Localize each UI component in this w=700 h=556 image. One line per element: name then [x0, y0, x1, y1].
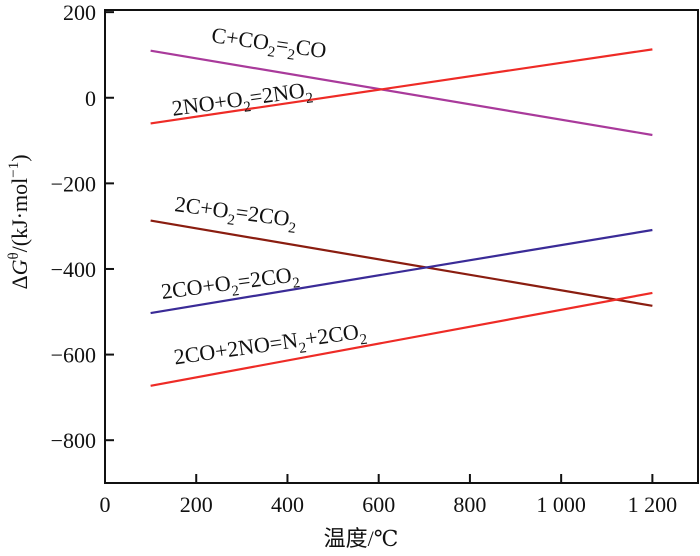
- y-tick-label-0: 0: [85, 86, 96, 111]
- x-tick-label-1000: 1 000: [536, 492, 586, 517]
- y-tick-label-200: 200: [63, 0, 96, 25]
- x-tick-label-200: 200: [180, 492, 213, 517]
- x-tick-label-0: 0: [100, 492, 111, 517]
- series-label-2c-o2-2co2: 2C+O2=2CO2: [173, 191, 299, 237]
- y-axis-title: ΔGθ/(kJ·mol−1): [6, 154, 32, 289]
- series-line-c-co2-2co: [150, 49, 653, 137]
- series-line-2c-o2-2co2: [150, 219, 653, 307]
- series-line-2no-o2-2no2: [150, 48, 653, 125]
- y-tick-label--600: −600: [51, 343, 96, 368]
- series-label-2co-2no-n2-2co2: 2CO+2NO=N2+2CO2: [172, 318, 368, 375]
- x-tick-label-600: 600: [362, 492, 395, 517]
- series-line-2co-o2-2co2: [150, 228, 653, 315]
- x-tick-label-800: 800: [453, 492, 486, 517]
- series-label-2co-o2-2co2: 2CO+O2=2CO2: [160, 261, 302, 309]
- y-tick-label--800: −800: [51, 428, 96, 453]
- x-tick-label-1200: 1 200: [628, 492, 678, 517]
- x-tick-label-400: 400: [271, 492, 304, 517]
- y-tick-label--200: −200: [51, 171, 96, 196]
- y-tick-label--400: −400: [51, 257, 96, 282]
- series-line-2co-2no-n2-2co2: [150, 291, 653, 387]
- series-label-c-co2-2co: C+CO2=2CO: [209, 22, 328, 68]
- plot-frame: [104, 9, 699, 484]
- x-axis-title: 温度/℃: [324, 526, 399, 551]
